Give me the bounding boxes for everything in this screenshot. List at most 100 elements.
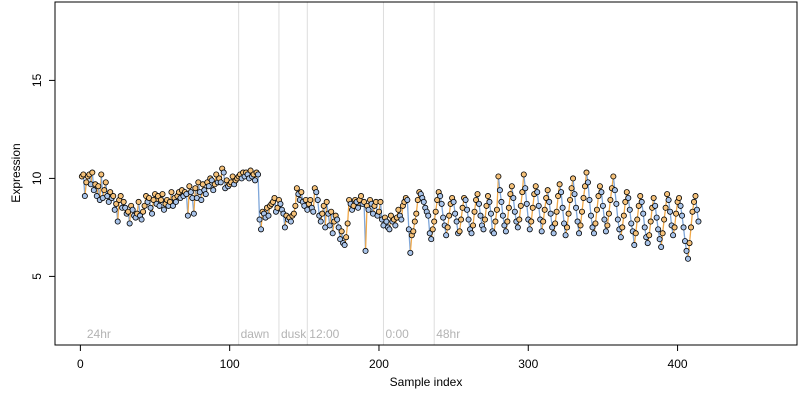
data-point-162 [320,202,327,209]
data-point-380 [646,232,653,239]
data-point-393 [665,196,672,203]
data-point-387 [656,236,663,243]
annotation-label-3: 12:00 [309,327,339,341]
y-tick-label-1: 10 [30,171,44,185]
data-point-214 [398,216,405,223]
data-point-52 [156,202,163,209]
data-point-229 [420,198,427,205]
data-point-314 [547,210,554,217]
data-point-60 [168,189,175,196]
data-point-11 [95,183,102,190]
data-point-266 [475,200,482,207]
data-point-32 [126,220,133,227]
data-point-42 [141,202,148,209]
data-point-278 [493,206,500,213]
data-point-374 [637,193,644,200]
data-point-75 [190,210,197,217]
data-point-241 [438,200,445,207]
data-point-349 [599,202,606,209]
data-point-147 [298,189,305,196]
data-point-411 [692,193,699,200]
data-point-340 [586,196,593,203]
y-tick-label-2: 15 [30,73,44,87]
data-point-389 [659,230,666,237]
data-point-262 [470,222,477,229]
data-point-315 [549,224,556,231]
data-point-335 [579,208,586,215]
data-points [78,165,702,262]
data-point-364 [622,198,629,205]
data-point-276 [490,230,497,237]
annotation-labels: 24hr dawn dusk 12:00 0:00 48hr [87,327,460,341]
data-point-38 [135,198,142,205]
data-point-294 [517,202,524,209]
y-tick-label-0: 5 [30,273,44,280]
data-point-143 [292,202,299,209]
data-point-212 [395,206,402,213]
annotation-lines [238,2,435,345]
data-point-178 [344,220,351,227]
data-point-93 [217,179,224,186]
data-point-325 [564,224,571,231]
data-point-46 [147,204,154,211]
data-point-136 [281,224,288,231]
data-point-390 [661,216,668,223]
x-tick-label-4: 400 [668,357,688,371]
data-point-371 [632,230,639,237]
data-point-413 [695,218,702,225]
data-point-372 [634,216,641,223]
data-point-83 [202,191,209,198]
data-point-210 [392,222,399,229]
data-point-200 [377,198,384,205]
data-point-269 [480,226,487,233]
data-point-87 [208,177,215,184]
data-point-324 [562,232,569,239]
data-point-285 [504,218,511,225]
data-point-401 [677,202,684,209]
data-point-95 [220,169,227,176]
series-segment-219 [406,199,410,230]
data-point-24 [114,218,121,225]
data-point-342 [589,224,596,231]
data-point-261 [468,230,475,237]
data-point-204 [383,218,390,225]
data-point-344 [592,220,599,227]
data-point-311 [543,194,550,201]
data-point-15 [101,187,108,194]
data-point-347 [596,183,603,190]
data-point-354 [607,196,614,203]
data-point-234 [428,236,435,243]
data-point-306 [535,202,542,209]
data-point-263 [471,208,478,215]
x-axis-title: Sample index [390,375,463,389]
data-point-366 [625,194,632,201]
data-point-290 [511,208,518,215]
data-point-189 [361,198,368,205]
data-point-310 [541,206,548,213]
data-point-277 [492,218,499,225]
data-point-383 [650,194,657,201]
data-point-61 [169,202,176,209]
data-point-297 [522,185,529,192]
data-point-55 [160,206,167,213]
series-segment-76 [193,188,196,214]
data-point-273 [486,198,493,205]
data-point-244 [443,232,450,239]
data-point-400 [676,194,683,201]
x-tick-label-0: 0 [77,357,84,371]
data-point-345 [593,206,600,213]
data-point-336 [580,194,587,201]
data-point-172 [335,224,342,231]
data-point-119 [256,216,263,223]
data-point-384 [652,202,659,209]
data-point-250 [452,210,459,217]
data-point-358 [613,200,620,207]
data-point-168 [329,230,336,237]
data-point-292 [514,224,521,231]
data-point-21 [110,193,117,200]
data-point-327 [567,196,574,203]
data-point-267 [477,212,484,219]
y-axis-title: Expression [9,143,23,202]
data-point-48 [150,196,157,203]
data-point-402 [679,212,686,219]
